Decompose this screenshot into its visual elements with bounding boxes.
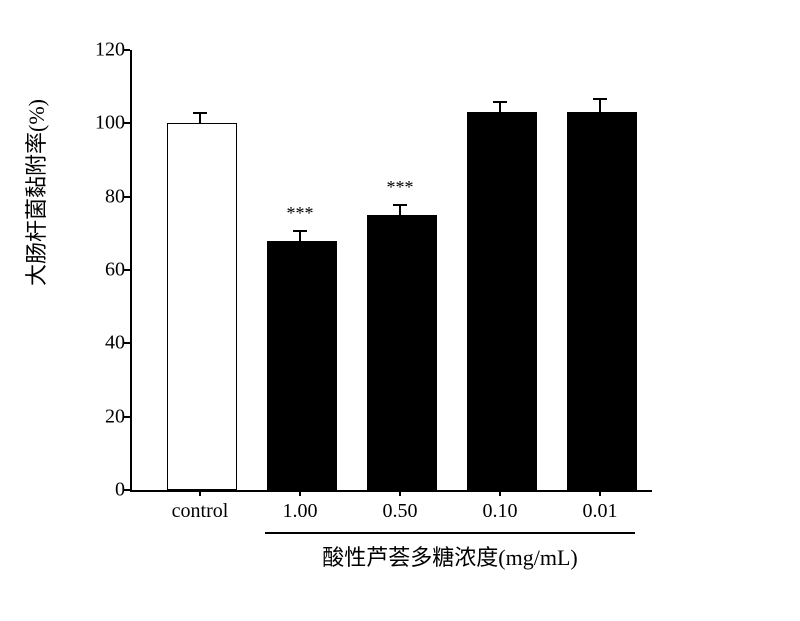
x-tick <box>299 490 301 496</box>
y-tick-label: 0 <box>115 479 125 502</box>
y-tick-label: 120 <box>95 39 125 62</box>
x-tick-label: 1.00 <box>283 500 318 523</box>
x-tick <box>599 490 601 496</box>
bar <box>467 112 537 490</box>
plot-area <box>130 50 652 492</box>
y-tick-label: 80 <box>105 185 125 208</box>
bar <box>567 112 637 490</box>
y-tick-label: 60 <box>105 259 125 282</box>
x-tick-label: control <box>172 500 229 523</box>
chart-container: 大肠杆菌黏附率(%) 0 20 40 60 80 100 120 control *** 1.00… <box>20 20 780 601</box>
error-bar-cap <box>293 230 307 232</box>
x-tick <box>399 490 401 496</box>
y-tick-label: 40 <box>105 332 125 355</box>
y-tick-label: 20 <box>105 405 125 428</box>
x-tick <box>199 490 201 496</box>
error-bar-cap <box>593 98 607 100</box>
x-tick <box>499 490 501 496</box>
significance-label: *** <box>287 203 314 224</box>
bar <box>367 215 437 490</box>
x-tick-label: 0.10 <box>483 500 518 523</box>
y-axis-label: 大肠杆菌黏附率(%) <box>19 99 51 286</box>
x-tick-label: 0.50 <box>383 500 418 523</box>
significance-label: *** <box>387 177 414 198</box>
x-tick-label: 0.01 <box>583 500 618 523</box>
y-tick-label: 100 <box>95 112 125 135</box>
error-bar-cap <box>193 112 207 114</box>
x-axis-title: 酸性芦荟多糖浓度(mg/mL) <box>322 540 577 572</box>
error-bar <box>599 98 601 113</box>
x-group-line <box>265 532 635 534</box>
error-bar-cap <box>493 101 507 103</box>
bar <box>167 123 237 490</box>
error-bar-cap <box>393 204 407 206</box>
bar <box>267 241 337 490</box>
